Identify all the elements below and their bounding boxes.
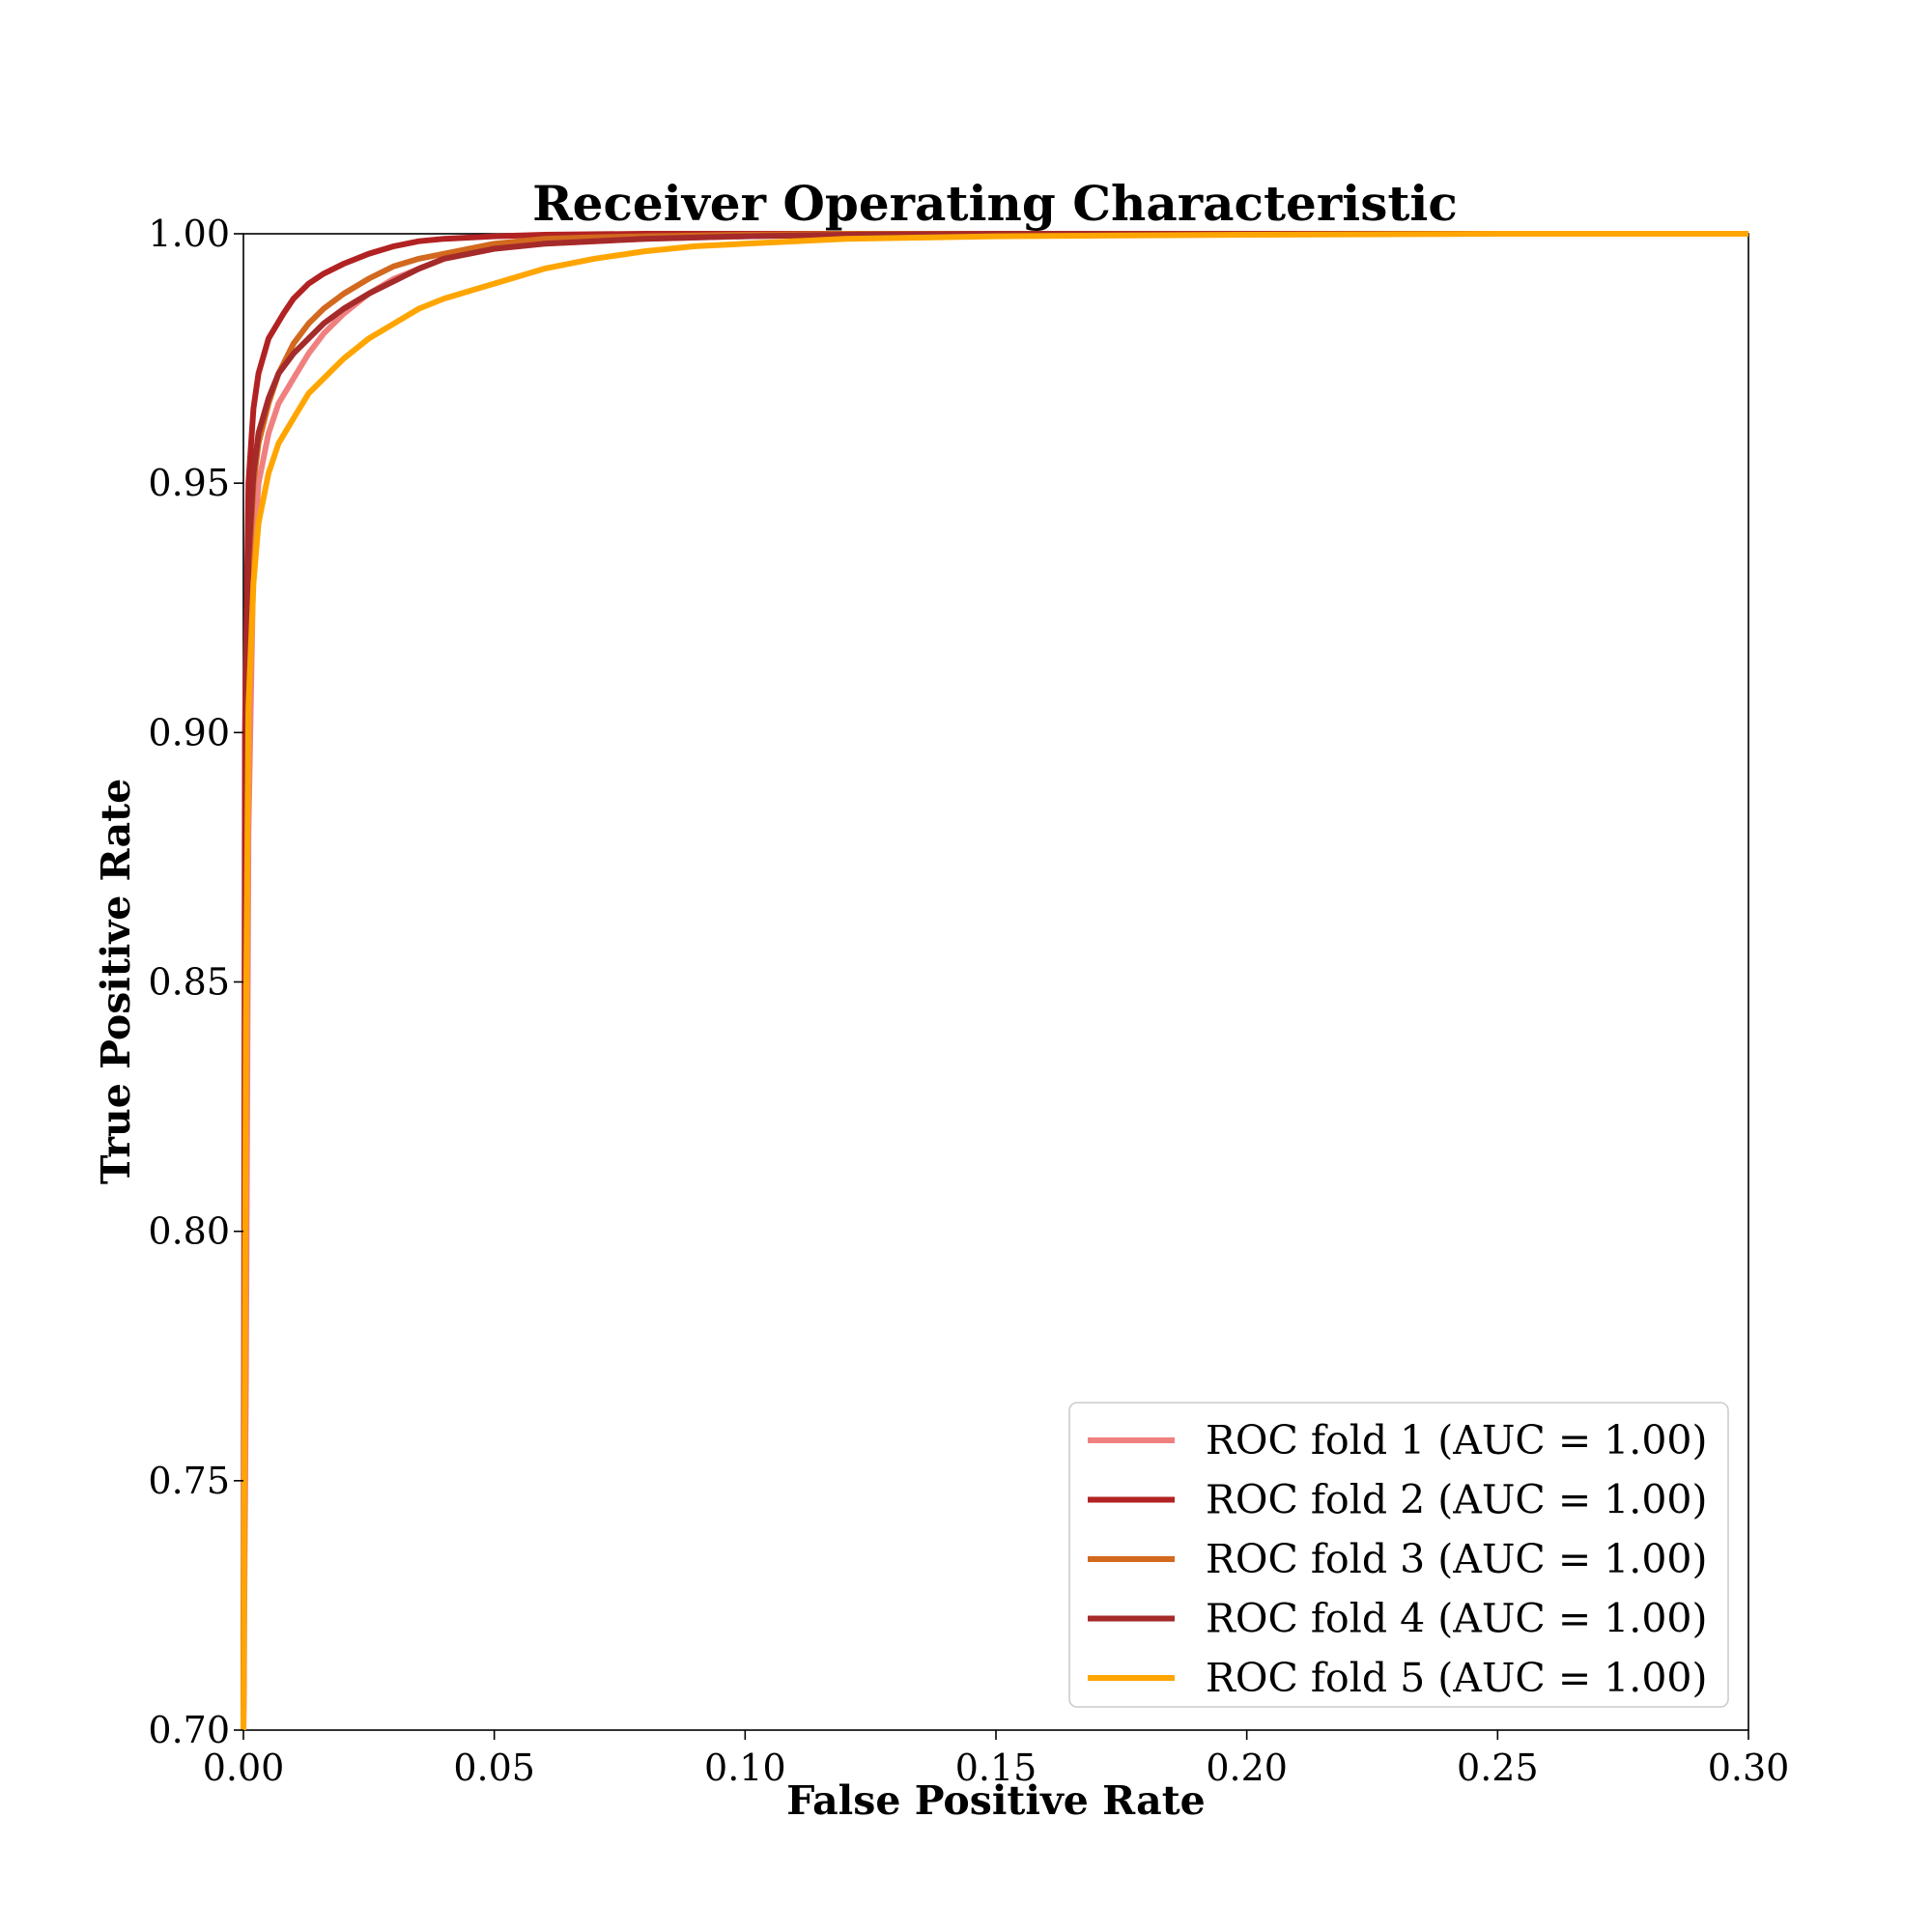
y-axis-ticks: 0.70 0.75 0.80 0.85 0.90 0.95 1.00 (148, 213, 243, 1751)
y-tick-label: 0.80 (148, 1210, 230, 1253)
x-tick-label: 0.20 (1206, 1747, 1288, 1789)
x-tick-label: 0.25 (1457, 1747, 1539, 1789)
legend-label-fold-2: ROC fold 2 (AUC = 1.00) (1206, 1477, 1708, 1523)
legend-label-fold-4: ROC fold 4 (AUC = 1.00) (1206, 1596, 1708, 1642)
y-tick-label: 0.95 (148, 462, 230, 504)
y-tick-label: 0.75 (148, 1460, 230, 1502)
x-tick-label: 0.05 (453, 1747, 535, 1789)
y-tick-label: 1.00 (148, 213, 230, 255)
x-tick-label: 0.30 (1708, 1747, 1790, 1789)
legend: ROC fold 1 (AUC = 1.00) ROC fold 2 (AUC =… (1068, 1402, 1729, 1708)
x-tick-label: 0.00 (203, 1747, 285, 1789)
legend-label-fold-3: ROC fold 3 (AUC = 1.00) (1206, 1536, 1708, 1582)
x-axis-ticks: 0.00 0.05 0.10 0.15 0.20 0.25 0.30 (203, 1730, 1790, 1789)
y-tick-label: 0.90 (148, 711, 230, 753)
y-axis-label: True Positive Rate (93, 779, 139, 1184)
legend-box (1068, 1402, 1729, 1708)
x-tick-label: 0.10 (704, 1747, 786, 1789)
series-group (241, 231, 1748, 1731)
plot-area: 0.00 0.05 0.10 0.15 0.20 0.25 0.30 0.70 0.75 0.8… (148, 213, 1789, 1789)
y-tick-label: 0.85 (148, 961, 230, 1004)
legend-label-fold-1: ROC fold 1 (AUC = 1.00) (1206, 1417, 1708, 1463)
y-tick-label: 0.70 (148, 1709, 230, 1751)
roc-line-fold-4 (241, 231, 1748, 1731)
x-tick-label: 0.15 (955, 1747, 1037, 1789)
x-axis-label: False Positive Rate (786, 1777, 1205, 1824)
legend-label-fold-5: ROC fold 5 (AUC = 1.00) (1206, 1655, 1708, 1701)
roc-line-fold-5 (241, 231, 1748, 1731)
legend-items: ROC fold 1 (AUC = 1.00) ROC fold 2 (AUC =… (1088, 1417, 1708, 1701)
chart-title: Receiver Operating Characteristic (532, 175, 1458, 232)
